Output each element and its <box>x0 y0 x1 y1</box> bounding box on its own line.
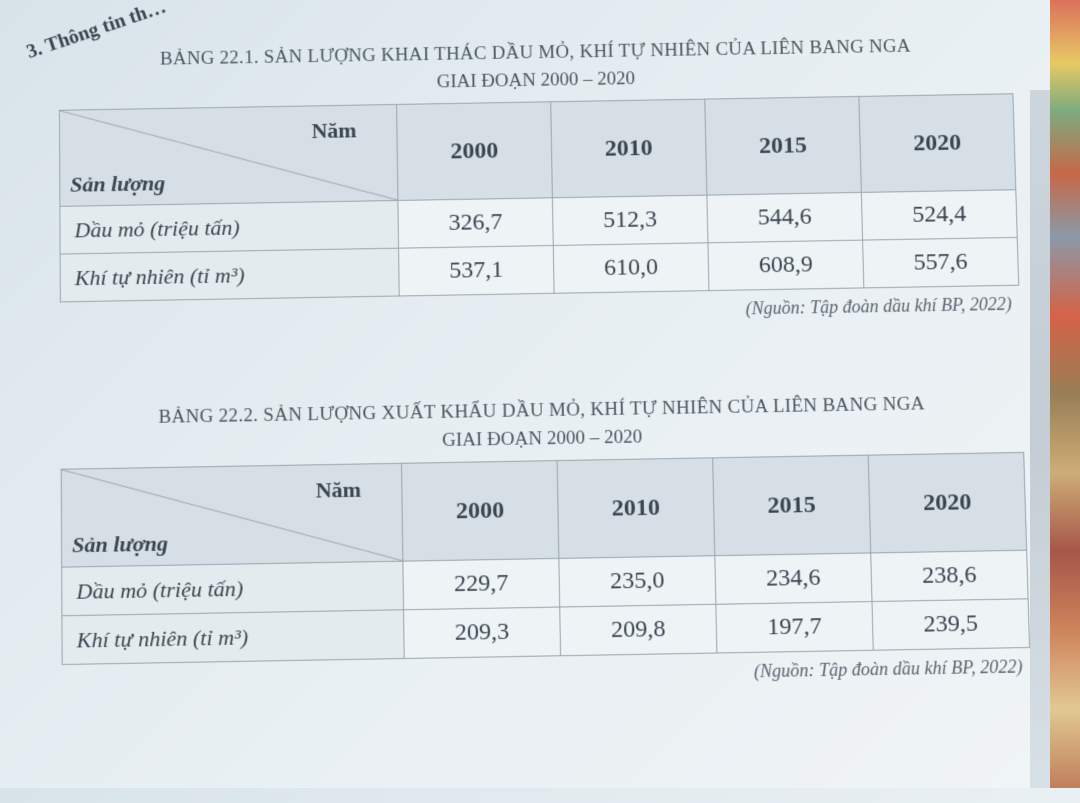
cell-value: 209,8 <box>560 604 717 655</box>
cell-value: 537,1 <box>398 245 554 296</box>
row-label: Dầu mỏ (triệu tấn) <box>62 561 404 616</box>
cell-value: 238,6 <box>871 550 1028 601</box>
cell-value: 326,7 <box>398 198 553 248</box>
table-header-row: Năm Sản lượng 2000 2010 2015 2020 <box>59 94 1015 207</box>
row-label: Khí tự nhiên (tỉ m³) <box>60 248 399 302</box>
cell-value: 239,5 <box>872 599 1030 650</box>
year-col: 2020 <box>868 452 1026 553</box>
header-year-label: Năm <box>315 477 361 504</box>
cell-value: 197,7 <box>716 602 873 653</box>
header-output-label: Sản lượng <box>70 170 165 197</box>
header-year-label: Năm <box>311 117 356 143</box>
row-label: Dầu mỏ (triệu tấn) <box>60 200 399 254</box>
table-22-2: Năm Sản lượng 2000 2010 2015 2020 Dầu mỏ… <box>61 452 1030 665</box>
cell-value: 235,0 <box>559 556 716 607</box>
table-diagonal-header: Năm Sản lượng <box>59 104 397 206</box>
table-22-2-block: BẢNG 22.2. SẢN LƯỢNG XUẤT KHẨU DẦU MỎ, K… <box>60 392 1031 695</box>
year-col: 2010 <box>551 99 707 198</box>
year-col: 2010 <box>557 458 715 559</box>
cell-value: 544,6 <box>707 192 863 242</box>
cell-value: 229,7 <box>403 558 560 609</box>
cell-value: 512,3 <box>552 195 708 245</box>
year-col: 2000 <box>401 461 558 562</box>
header-output-label: Sản lượng <box>72 530 168 558</box>
cell-value: 608,9 <box>708 240 864 290</box>
row-label: Khí tự nhiên (tỉ m³) <box>62 610 404 665</box>
cell-value: 234,6 <box>715 553 872 604</box>
year-col: 2020 <box>859 94 1016 193</box>
cell-value: 524,4 <box>861 190 1017 240</box>
cell-value: 557,6 <box>863 237 1019 287</box>
cell-value: 610,0 <box>553 243 709 294</box>
table-header-row: Năm Sản lượng 2000 2010 2015 2020 <box>61 452 1026 567</box>
year-col: 2015 <box>713 455 871 556</box>
page-content: 3. Thông tin th… BẢNG 22.1. SẢN LƯỢNG KH… <box>0 0 1080 803</box>
year-col: 2015 <box>705 96 862 195</box>
table-diagonal-header: Năm Sản lượng <box>61 463 403 567</box>
table-22-1-block: BẢNG 22.1. SẢN LƯỢNG KHAI THÁC DẦU MỎ, K… <box>59 34 1020 331</box>
cell-value: 209,3 <box>403 607 560 658</box>
year-col: 2000 <box>396 102 552 201</box>
table-22-1: Năm Sản lượng 2000 2010 2015 2020 Dầu mỏ… <box>59 93 1019 302</box>
